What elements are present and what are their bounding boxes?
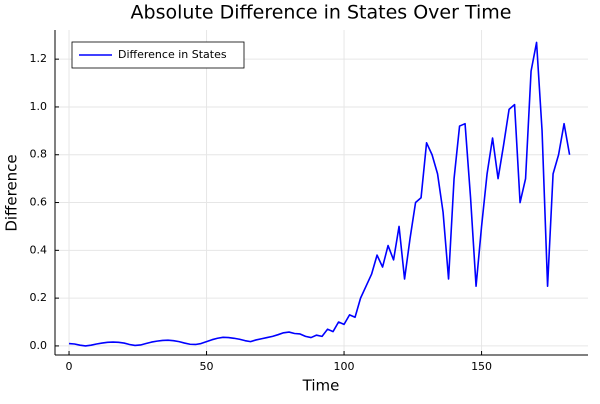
x-axis-label: Time [302, 377, 340, 395]
y-axis-label: Difference [3, 154, 21, 231]
y-tick-label: 1.2 [30, 52, 48, 65]
x-tick-label: 0 [66, 360, 73, 373]
y-tick-label: 0.0 [30, 339, 48, 352]
data-line [68, 41, 571, 347]
y-tick-label: 0.6 [30, 196, 48, 209]
chart-title: Absolute Difference in States Over Time [131, 2, 512, 24]
y-tick-label: 0.4 [30, 243, 48, 256]
legend-label: Difference in States [118, 48, 227, 61]
x-tick-label: 100 [334, 360, 355, 373]
y-tick-label: 0.2 [30, 291, 48, 304]
y-tick-label: 0.8 [30, 148, 48, 161]
x-tick-label: 50 [200, 360, 214, 373]
x-tick-label: 150 [471, 360, 492, 373]
y-tick-label: 1.0 [30, 100, 48, 113]
